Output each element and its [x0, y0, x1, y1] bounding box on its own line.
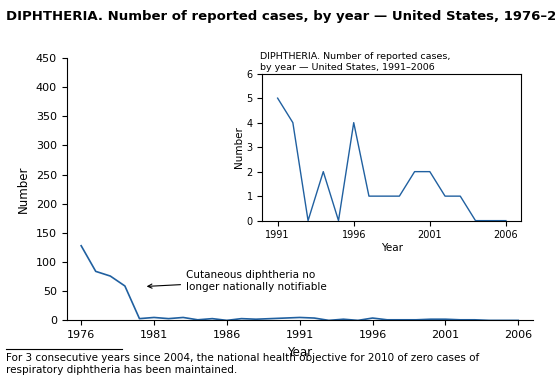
Text: For 3 consecutive years since 2004, the national health objective for 2010 of ze: For 3 consecutive years since 2004, the … — [6, 353, 479, 375]
Text: DIPHTHERIA. Number of reported cases,
by year — United States, 1991–2006: DIPHTHERIA. Number of reported cases, by… — [260, 52, 450, 72]
Text: Cutaneous diphtheria no
longer nationally notifiable: Cutaneous diphtheria no longer nationall… — [148, 270, 327, 291]
X-axis label: Year: Year — [381, 243, 403, 253]
X-axis label: Year: Year — [287, 345, 312, 359]
Y-axis label: Number: Number — [234, 126, 244, 168]
Text: DIPHTHERIA. Number of reported cases, by year — United States, 1976–2006: DIPHTHERIA. Number of reported cases, by… — [6, 10, 555, 23]
Y-axis label: Number: Number — [17, 165, 30, 213]
